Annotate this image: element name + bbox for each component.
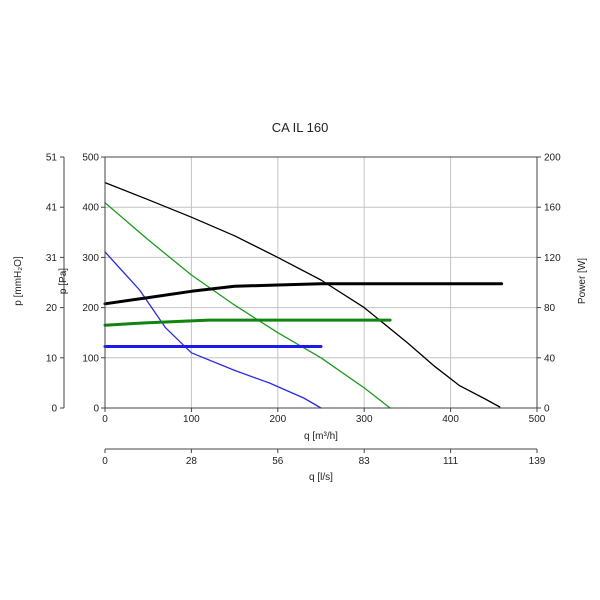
y-outer-axis-label: p [mmH₂O] <box>13 256 24 306</box>
power-curve-5 <box>103 318 392 327</box>
y-left-tick-label: 0 <box>93 404 99 415</box>
pressure-curve-2 <box>104 202 391 409</box>
x-secondary-tick-label: 139 <box>529 456 546 467</box>
chart-title: CA IL 160 <box>272 120 329 135</box>
y-outer-tick-label: 0 <box>51 404 57 415</box>
y-left-axis-label: p [Pa] <box>58 268 69 294</box>
y-right-axis-label: Power [W] <box>577 258 588 304</box>
x-tick-label: 300 <box>356 414 373 425</box>
curves <box>103 181 504 409</box>
y-right-tick-label: 200 <box>544 153 561 164</box>
y-right-tick-label: 40 <box>544 353 556 364</box>
y-right-tick-label: 0 <box>544 404 550 415</box>
x-secondary-axis-label: q [l/s] <box>309 472 333 483</box>
y-outer-tick-label: 41 <box>46 203 58 214</box>
x-tick-label: 0 <box>102 414 108 425</box>
x-tick-label: 200 <box>269 414 286 425</box>
y-outer-tick-label: 20 <box>46 303 58 314</box>
y-left-tick-label: 400 <box>82 203 99 214</box>
y-left-tick-label: 100 <box>82 353 99 364</box>
y-right-tick-label: 80 <box>544 303 556 314</box>
x-secondary-tick-label: 83 <box>359 456 371 467</box>
pressure-curve-1 <box>104 181 501 408</box>
y-right-tick-label: 160 <box>544 203 561 214</box>
x-secondary-tick-label: 56 <box>272 456 284 467</box>
y-outer-tick-label: 10 <box>46 353 58 364</box>
x-secondary-tick-label: 111 <box>443 456 459 467</box>
x-axis-label: q [m³/h] <box>304 431 338 442</box>
y-left-tick-label: 300 <box>82 253 99 264</box>
y-outer-tick-label: 31 <box>46 253 58 264</box>
plot-frame <box>104 156 538 409</box>
y-right-tick-label: 120 <box>544 253 561 264</box>
x-secondary-tick-label: 28 <box>186 456 198 467</box>
y-outer-tick-label: 51 <box>46 153 58 164</box>
y-left-tick-label: 500 <box>82 153 99 164</box>
pressure-curve-3 <box>104 251 322 409</box>
x-secondary-tick-label: 0 <box>102 456 108 467</box>
axes <box>60 156 541 453</box>
power-curve-4 <box>103 282 504 306</box>
y-left-tick-label: 200 <box>82 303 99 314</box>
x-tick-label: 100 <box>183 414 200 425</box>
x-tick-label: 500 <box>529 414 546 425</box>
x-tick-label: 400 <box>442 414 459 425</box>
